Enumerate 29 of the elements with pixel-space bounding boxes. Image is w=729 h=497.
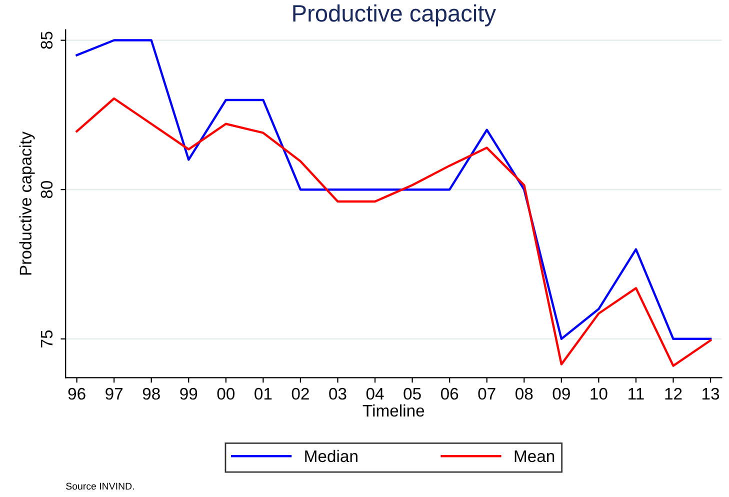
x-tick-label: 02 (292, 388, 309, 400)
x-tick-label: 06 (440, 388, 458, 400)
legend-label: Mean (514, 450, 554, 462)
x-tick-label: 01 (254, 388, 272, 400)
y-axis-title: Productive capacity (19, 132, 35, 275)
x-tick-label: 10 (590, 388, 608, 400)
y-tick-label: 75 (40, 330, 53, 348)
x-tick-label: 04 (366, 388, 384, 400)
x-tick-label: 07 (478, 388, 496, 400)
x-tick-label: 00 (217, 388, 235, 400)
y-tick-label: 85 (40, 32, 53, 49)
y-tick-label: 80 (40, 180, 53, 198)
x-tick-label: 98 (142, 388, 160, 400)
x-tick-label: 13 (702, 388, 720, 400)
line-series (76, 97, 712, 367)
x-tick-label: 96 (68, 388, 86, 400)
legend-label: Median (305, 450, 358, 462)
x-tick-label: 11 (628, 388, 644, 400)
x-tick-label: 09 (552, 388, 570, 400)
x-axis-title: Timeline (362, 404, 424, 417)
x-tick-label: 05 (404, 388, 421, 400)
chart-title: Productive capacity (293, 4, 496, 26)
line-series (76, 39, 712, 340)
x-tick-label: 99 (180, 388, 198, 400)
x-tick-label: 97 (106, 388, 123, 400)
source-note: Source INVIND. (66, 482, 134, 490)
x-tick-label: 03 (329, 388, 346, 400)
x-tick-label: 12 (665, 388, 682, 400)
x-tick-label: 08 (516, 388, 533, 400)
